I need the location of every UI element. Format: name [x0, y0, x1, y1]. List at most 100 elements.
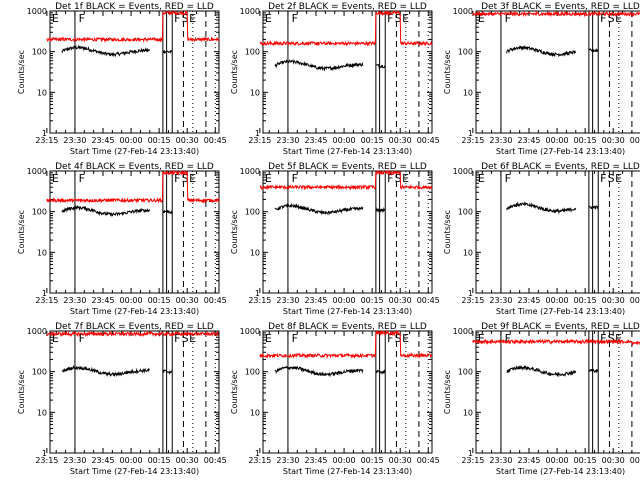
- x-tick-label: 23:30: [489, 136, 512, 145]
- plot-frame: [49, 10, 220, 134]
- marker-label: F: [505, 332, 511, 345]
- events-series-line: [506, 201, 599, 215]
- x-axis-label: Start Time (27-Feb-14 23:13:40): [70, 307, 199, 316]
- x-tick-label: 00:15: [148, 296, 171, 305]
- y-tick-label: 1: [255, 129, 260, 138]
- marker-label: E: [265, 172, 272, 185]
- x-axis-label: Start Time (27-Feb-14 23:13:40): [70, 147, 199, 156]
- x-tick-label: 23:15: [248, 136, 271, 145]
- marker-label: F: [600, 12, 606, 25]
- panel-2: Det 2f BLACK = Events, RED = LLD 1 10 100 10…: [230, 2, 440, 156]
- lld-series-line: [472, 338, 640, 346]
- plot-frame: [49, 170, 220, 294]
- panel-8: Det 8f BLACK = Events, RED = LLD 1 10 100 10…: [230, 322, 440, 476]
- panel-title: Det 4f BLACK = Events, RED = LLD: [55, 162, 214, 172]
- y-tick-label: 1: [468, 449, 473, 458]
- marker-label: F: [292, 332, 298, 345]
- x-tick-label: 23:30: [276, 456, 299, 465]
- events-series-line: [274, 365, 386, 378]
- panel-3: Det 3f BLACK = Events, RED = LLD 1 10 100 10…: [443, 2, 640, 156]
- y-tick-label: 100: [245, 48, 260, 57]
- x-tick-label: 00:30: [176, 136, 199, 145]
- marker-label: S: [395, 332, 402, 345]
- x-tick-label: 00:30: [176, 456, 199, 465]
- y-tick-label: 1000: [453, 7, 473, 16]
- x-axis-label: Start Time (27-Feb-14 23:13:40): [283, 307, 412, 316]
- events-series-line: [61, 364, 173, 377]
- panel-title: Det 3f BLACK = Events, RED = LLD: [481, 2, 640, 12]
- y-tick-label: 100: [245, 368, 260, 377]
- marker-label: F: [600, 332, 606, 345]
- x-tick-label: 23:45: [517, 136, 540, 145]
- y-axis-label: Counts/sec: [230, 50, 239, 94]
- y-tick-label: 10: [37, 248, 47, 257]
- panel-title: Det 2f BLACK = Events, RED = LLD: [268, 2, 427, 12]
- marker-label: E: [52, 172, 59, 185]
- y-tick-label: 1000: [453, 327, 473, 336]
- x-tick-label: 23:30: [489, 456, 512, 465]
- marker-label: E: [265, 12, 272, 25]
- x-tick-label: 00:45: [630, 136, 640, 145]
- x-tick-label: 00:45: [630, 296, 640, 305]
- marker-label: F: [174, 172, 180, 185]
- marker-label: F: [174, 12, 180, 25]
- y-axis-label: Counts/sec: [17, 370, 26, 414]
- marker-label: S: [182, 12, 189, 25]
- marker-label: E: [189, 172, 196, 185]
- x-tick-label: 23:45: [304, 456, 327, 465]
- marker-label: E: [265, 332, 272, 345]
- y-axis-label: Counts/sec: [230, 210, 239, 254]
- y-tick-label: 1: [468, 129, 473, 138]
- x-tick-label: 00:45: [204, 296, 227, 305]
- x-tick-label: 23:45: [517, 456, 540, 465]
- y-tick-label: 1000: [240, 167, 260, 176]
- y-tick-label: 100: [458, 368, 473, 377]
- x-tick-label: 00:45: [630, 456, 640, 465]
- lld-series-line: [46, 330, 220, 338]
- x-tick-label: 00:30: [602, 456, 625, 465]
- x-tick-label: 23:15: [461, 136, 484, 145]
- x-tick-label: 23:15: [35, 296, 58, 305]
- x-tick-label: 23:45: [91, 136, 114, 145]
- plot-frame: [475, 330, 640, 454]
- y-tick-label: 10: [37, 408, 47, 417]
- y-axis-label: Counts/sec: [230, 370, 239, 414]
- marker-label: E: [52, 12, 59, 25]
- marker-label: S: [395, 172, 402, 185]
- panel-7: Det 7f BLACK = Events, RED = LLD 1 10 100 10…: [17, 322, 227, 476]
- marker-label: E: [402, 12, 409, 25]
- y-tick-label: 1000: [27, 167, 47, 176]
- y-tick-label: 100: [245, 208, 260, 217]
- marker-label: F: [387, 12, 393, 25]
- marker-label: F: [79, 12, 85, 25]
- x-tick-label: 23:15: [35, 456, 58, 465]
- panel-title: Det 1f BLACK = Events, RED = LLD: [55, 2, 214, 12]
- x-tick-label: 23:45: [304, 296, 327, 305]
- x-tick-label: 00:15: [148, 136, 171, 145]
- panel-1: Det 1f BLACK = Events, RED = LLD 1 10 100 10…: [17, 2, 227, 156]
- marker-label: E: [615, 332, 622, 345]
- marker-label: E: [402, 172, 409, 185]
- x-tick-label: 23:30: [276, 136, 299, 145]
- x-tick-label: 23:15: [248, 296, 271, 305]
- y-tick-label: 100: [458, 48, 473, 57]
- plot-frame: [262, 10, 433, 134]
- marker-label: F: [292, 172, 298, 185]
- marker-label: F: [79, 332, 85, 345]
- lld-series-line: [259, 9, 433, 47]
- marker-label: F: [600, 172, 606, 185]
- x-tick-label: 23:30: [63, 296, 86, 305]
- panel-6: Det 6f BLACK = Events, RED = LLD 1 10 100 10…: [443, 162, 640, 316]
- x-tick-label: 00:15: [574, 136, 597, 145]
- marker-label: E: [189, 332, 196, 345]
- x-tick-label: 00:15: [148, 456, 171, 465]
- y-tick-label: 100: [32, 48, 47, 57]
- panel-title: Det 9f BLACK = Events, RED = LLD: [481, 322, 640, 332]
- y-axis-label: Counts/sec: [443, 370, 452, 414]
- x-tick-label: 00:00: [333, 136, 356, 145]
- x-axis-label: Start Time (27-Feb-14 23:13:40): [496, 307, 625, 316]
- x-axis-label: Start Time (27-Feb-14 23:13:40): [283, 147, 412, 156]
- x-tick-label: 00:15: [361, 136, 384, 145]
- x-tick-label: 00:45: [417, 456, 440, 465]
